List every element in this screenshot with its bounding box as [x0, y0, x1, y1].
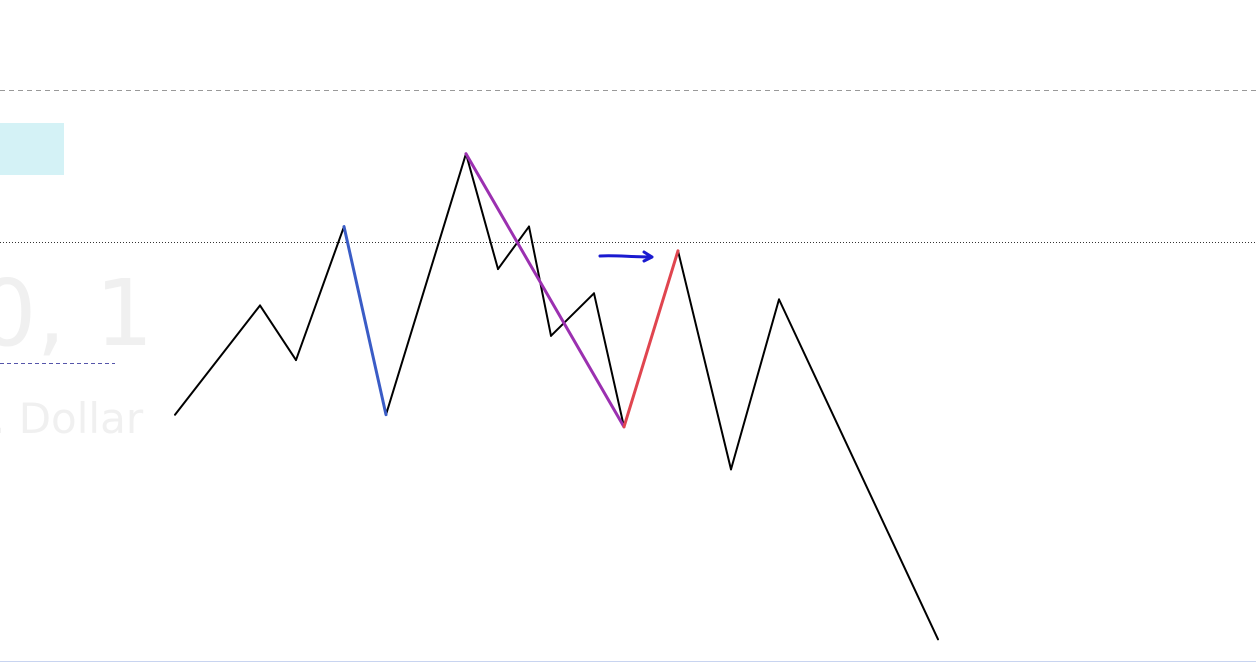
price-segment — [465, 152, 499, 271]
watermark-pair: 0, 1 — [0, 260, 154, 367]
price-segment — [550, 292, 595, 337]
price-segment — [497, 225, 530, 271]
price-segment — [385, 152, 467, 416]
price-path — [174, 152, 939, 641]
purple-segment — [464, 152, 626, 429]
highlight-block — [0, 123, 64, 175]
price-segment — [295, 225, 345, 362]
red-segment — [622, 249, 680, 429]
arrow-annotation-path — [598, 250, 654, 263]
arrow-annotation — [598, 250, 654, 263]
watermark-description: . Dollar — [0, 394, 144, 443]
price-segment — [593, 292, 625, 428]
price-segment — [730, 298, 780, 471]
overlay-segments — [342, 152, 680, 429]
price-segment — [677, 249, 732, 471]
price-segment — [174, 304, 261, 416]
blue-segment — [342, 225, 388, 417]
bottom-border — [0, 661, 1256, 662]
price-segment — [778, 298, 939, 641]
horizontal-levels — [0, 90, 1256, 364]
price-segment — [259, 304, 297, 362]
